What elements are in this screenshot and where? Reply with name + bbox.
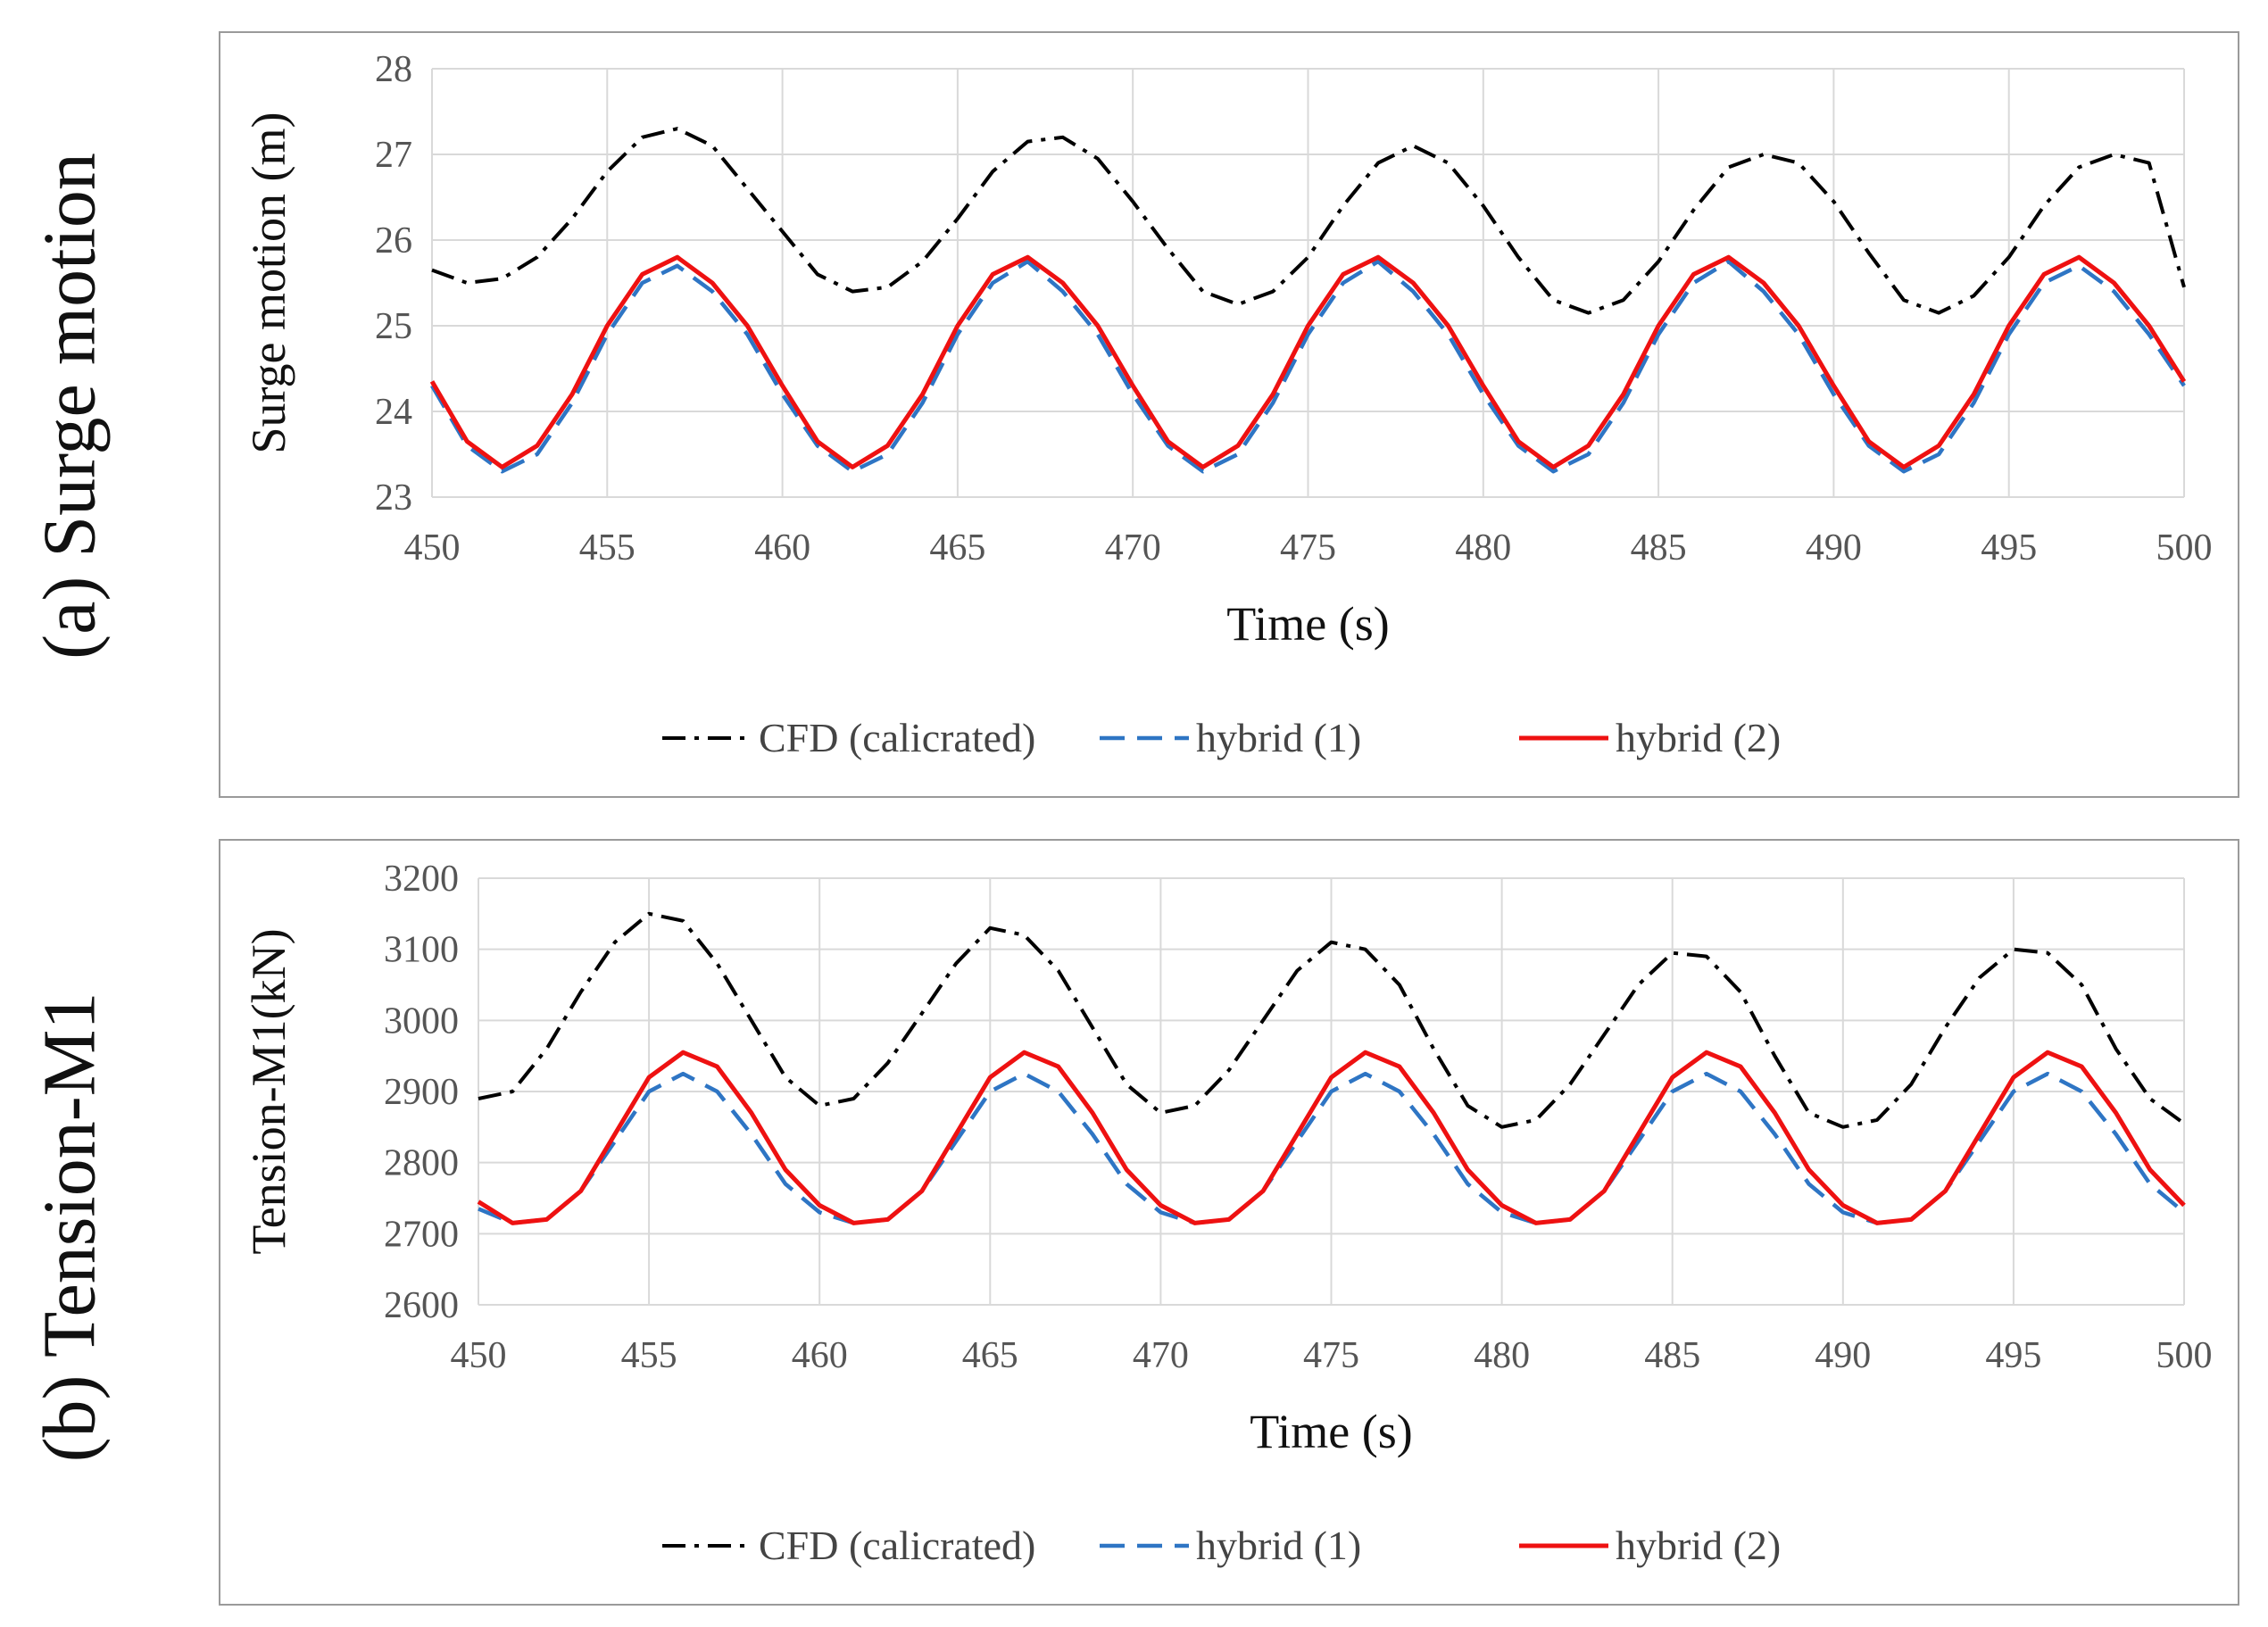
- x-tick-label: 450: [451, 1335, 507, 1376]
- panel-b-side-label: (b) Tension-M1: [28, 992, 112, 1463]
- x-tick-label: 500: [2156, 1335, 2213, 1376]
- x-tick-label: 460: [792, 1335, 848, 1376]
- y-tick-label: 2600: [384, 1285, 459, 1326]
- legend-label: hybrid (1): [1196, 715, 1361, 760]
- tension-chart: 2600 2700 2800 2900 3000 3100 3200 450 455 460 465…: [242, 859, 2213, 1568]
- y-axis-title: Surge motion (m): [242, 112, 295, 454]
- x-tick-label: 455: [579, 527, 636, 569]
- legend-label: hybrid (1): [1196, 1523, 1361, 1568]
- y-tick-label: 3000: [384, 1000, 459, 1042]
- x-tick-label: 490: [1815, 1335, 1871, 1376]
- x-tick-label: 465: [962, 1335, 1018, 1376]
- hybrid-1-line: [478, 1071, 2186, 1225]
- x-tick-label: 480: [1474, 1335, 1530, 1376]
- surge-chart-panel: 23 24 25 26 27 28 450 455 460 465 470 475 480 485 490 4…: [219, 31, 2239, 798]
- x-tick-label: 485: [1631, 527, 1687, 569]
- y-tick-label: 25: [375, 306, 412, 347]
- x-tick-label: 450: [404, 527, 461, 569]
- cfd-calicrated-line: [431, 127, 2186, 315]
- x-tick-label: 490: [1806, 527, 1862, 569]
- cfd-calicrated-line: [478, 911, 2186, 1129]
- panel-a-side-label: (a) Surge motion: [28, 153, 112, 660]
- y-tick-label: 3100: [384, 930, 459, 971]
- y-tick-label: 23: [375, 477, 412, 519]
- x-tick-label: 485: [1644, 1335, 1700, 1376]
- legend-label: CFD (calicrated): [759, 1523, 1035, 1568]
- x-tick-label: 500: [2156, 527, 2213, 569]
- legend-label: hybrid (2): [1616, 1523, 1781, 1568]
- y-tick-label: 24: [375, 392, 412, 433]
- surge-chart: 23 24 25 26 27 28 450 455 460 465 470 475 480 485 490 4…: [242, 49, 2213, 760]
- x-tick-label: 495: [1981, 527, 2037, 569]
- y-tick-label: 28: [375, 49, 412, 90]
- x-tick-label: 480: [1455, 527, 1511, 569]
- x-tick-label: 475: [1280, 527, 1336, 569]
- hybrid-2-line: [429, 254, 2187, 469]
- x-tick-label: 460: [754, 527, 810, 569]
- x-tick-label: 495: [1985, 1335, 2041, 1376]
- y-tick-label: 27: [375, 135, 412, 176]
- x-axis-title: Time (s): [1226, 597, 1390, 651]
- x-tick-label: 470: [1105, 527, 1161, 569]
- x-tick-label: 475: [1303, 1335, 1359, 1376]
- tension-chart-panel: 2600 2700 2800 2900 3000 3100 3200 450 455 460 465…: [219, 839, 2239, 1606]
- y-axis-title: Tension-M1(kN): [242, 928, 295, 1254]
- x-tick-label: 455: [621, 1335, 677, 1376]
- y-tick-label: 2800: [384, 1143, 459, 1184]
- y-tick-label: 2700: [384, 1214, 459, 1255]
- x-tick-label: 470: [1133, 1335, 1189, 1376]
- legend-label: CFD (calicrated): [759, 715, 1035, 760]
- hybrid-1-line: [430, 259, 2186, 474]
- hybrid-2-line: [477, 1050, 2186, 1225]
- legend-label: hybrid (2): [1616, 715, 1781, 760]
- x-axis-title: Time (s): [1250, 1405, 1413, 1458]
- y-tick-label: 2900: [384, 1072, 459, 1113]
- y-tick-label: 26: [375, 220, 412, 261]
- x-tick-label: 465: [929, 527, 985, 569]
- y-tick-label: 3200: [384, 859, 459, 900]
